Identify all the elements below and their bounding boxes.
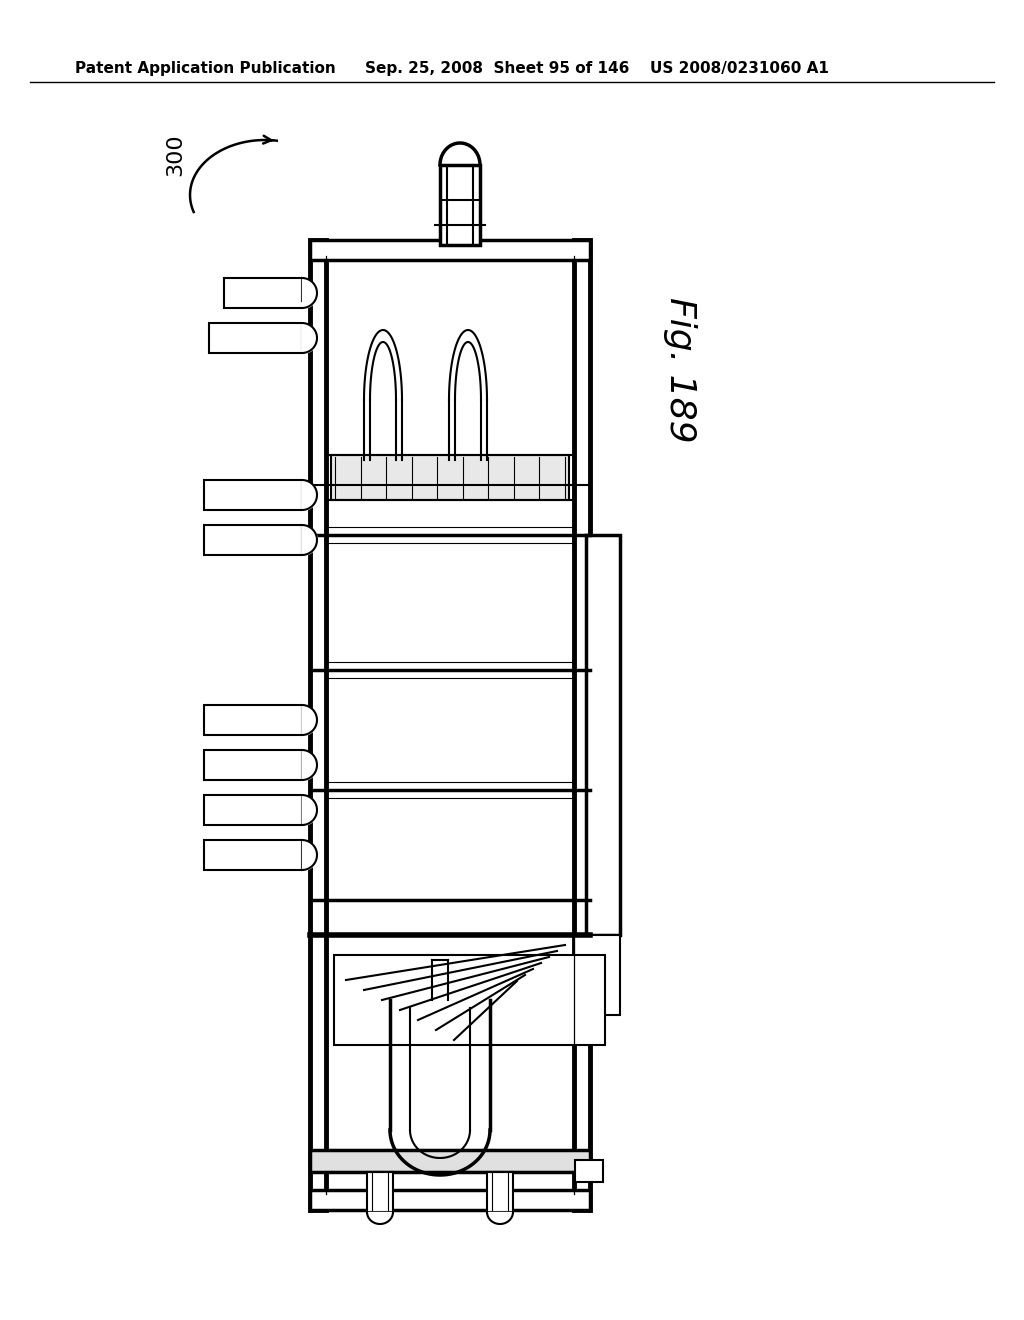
Bar xyxy=(204,525,302,554)
Bar xyxy=(204,795,302,825)
Bar xyxy=(586,535,620,935)
Bar xyxy=(331,455,569,500)
Bar xyxy=(204,480,302,510)
Text: 300: 300 xyxy=(165,133,185,177)
Bar xyxy=(334,954,605,1045)
Text: Sep. 25, 2008  Sheet 95 of 146: Sep. 25, 2008 Sheet 95 of 146 xyxy=(365,61,630,75)
Bar xyxy=(209,323,302,352)
Text: US 2008/0231060 A1: US 2008/0231060 A1 xyxy=(650,61,828,75)
Bar xyxy=(574,935,620,1015)
Bar xyxy=(487,1172,513,1212)
Text: Patent Application Publication: Patent Application Publication xyxy=(75,61,336,75)
Bar xyxy=(574,240,590,1210)
Text: Fig. 189: Fig. 189 xyxy=(663,297,697,442)
Bar xyxy=(310,1150,590,1172)
Bar xyxy=(310,240,590,260)
Bar xyxy=(204,840,302,870)
Bar xyxy=(224,279,302,308)
Bar xyxy=(575,1160,603,1181)
Bar xyxy=(310,1191,590,1210)
Bar xyxy=(310,240,326,1210)
Bar xyxy=(367,1172,393,1212)
Bar xyxy=(440,165,480,246)
Bar xyxy=(204,750,302,780)
Bar xyxy=(204,705,302,735)
